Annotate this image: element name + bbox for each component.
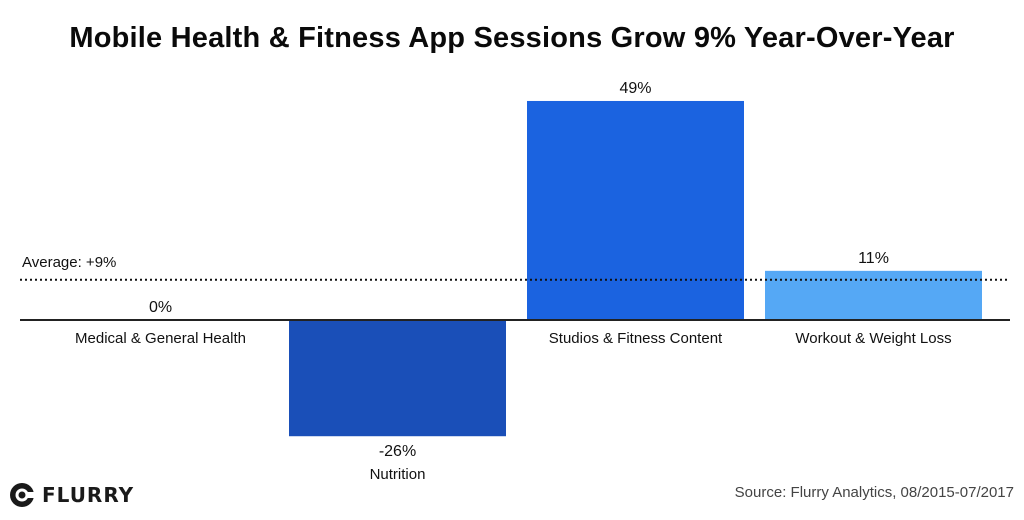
category-label: Nutrition bbox=[370, 466, 426, 480]
value-label: 11% bbox=[858, 250, 889, 267]
bar-2 bbox=[527, 100, 744, 320]
category-label: Medical & General Health bbox=[75, 330, 246, 347]
value-label: -26% bbox=[379, 443, 416, 460]
flurry-logo-icon bbox=[10, 483, 35, 507]
source-note: Source: Flurry Analytics, 08/2015-07/201… bbox=[734, 484, 1014, 501]
category-label: Workout & Weight Loss bbox=[795, 330, 951, 347]
average-label: Average: +9% bbox=[22, 254, 116, 271]
bar-1 bbox=[289, 320, 506, 437]
bar-3 bbox=[765, 270, 982, 320]
category-label: Studios & Fitness Content bbox=[549, 330, 723, 347]
logo-text: FLURRY bbox=[42, 483, 135, 507]
value-label: 0% bbox=[149, 299, 172, 316]
flurry-logo: FLURRY bbox=[8, 480, 134, 510]
chart-title: Mobile Health & Fitness App Sessions Gro… bbox=[69, 22, 955, 54]
value-label: 49% bbox=[619, 80, 651, 97]
bar-chart: 0% Medical & General Health -26% Nutrition 4… bbox=[20, 80, 1010, 480]
